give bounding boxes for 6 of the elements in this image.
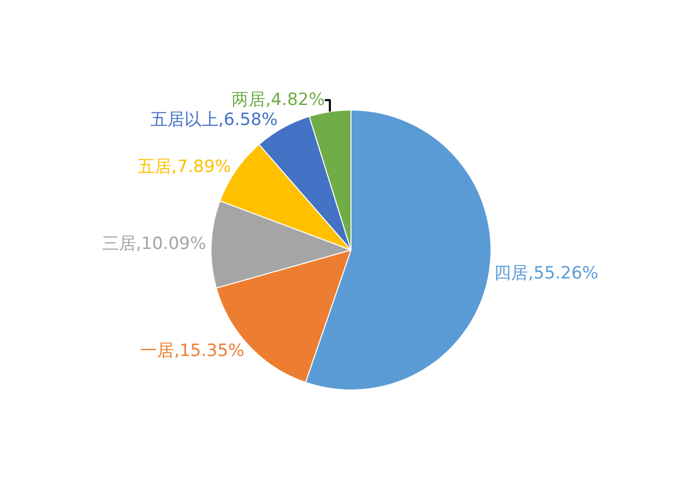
slice-label: 一居,15.35% (140, 340, 244, 361)
slice-label: 五居以上,6.58% (150, 110, 278, 130)
slice-label: 三居,10.09% (102, 234, 206, 254)
slice-label: 两居,4.82% (231, 90, 325, 110)
slice-label: 五居,7.89% (138, 156, 231, 177)
slice-label: 四居,55.26% (494, 263, 598, 284)
